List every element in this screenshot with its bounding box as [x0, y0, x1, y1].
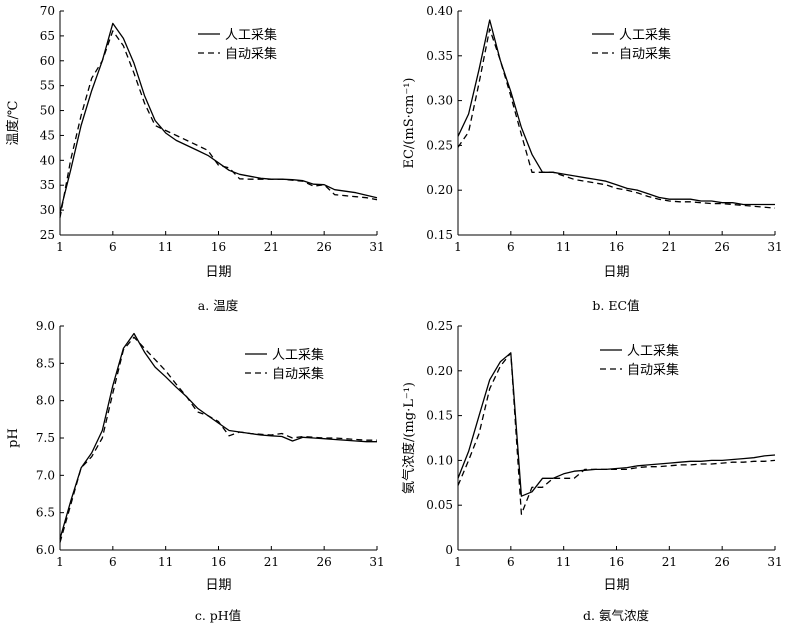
x-tick-label: 21: [662, 555, 677, 569]
x-tick-label: 11: [556, 555, 571, 569]
x-tick-label: 1: [454, 240, 462, 254]
y-tick-label: 50: [40, 104, 55, 118]
y-tick-label: 7.5: [36, 431, 55, 445]
legend-label: 人工采集: [225, 27, 277, 43]
y-tick-label: 0.20: [426, 183, 453, 197]
x-tick-label: 6: [109, 240, 117, 254]
x-tick-label: 1: [56, 555, 64, 569]
x-tick-label: 16: [211, 555, 226, 569]
x-axis-title: 日期: [603, 265, 629, 280]
series-line-auto: [59, 30, 378, 218]
y-tick-label: 0.05: [426, 498, 453, 512]
x-tick-label: 21: [264, 240, 279, 254]
series-line-auto: [457, 28, 776, 209]
legend-label: 自动采集: [225, 46, 277, 62]
chart-panel-d: 00.050.100.150.200.251 6 11 16 21 26 31日期氨气浓度/…: [401, 319, 783, 623]
y-tick-label: 0.25: [426, 138, 453, 152]
x-tick-label: 21: [662, 240, 677, 254]
panel-caption: a. 温度: [198, 298, 239, 313]
y-tick-label: 0.35: [426, 49, 453, 63]
y-axis-title: pH: [6, 428, 21, 448]
y-tick-label: 40: [40, 153, 55, 167]
panel-caption: d. 氨气浓度: [583, 608, 649, 623]
y-tick-label: 65: [40, 29, 55, 43]
chart-panel-c: 6.06.57.07.58.08.59.01 6 11 16 21 26 31日期pH人工采…: [6, 319, 385, 623]
x-tick-label: 11: [158, 555, 173, 569]
y-axis-title: 温度/℃: [5, 101, 21, 146]
y-tick-label: 7.0: [36, 468, 55, 482]
x-tick-label: 6: [507, 240, 515, 254]
y-axis-title: 氨气浓度/(mg·L⁻¹): [401, 382, 417, 494]
x-tick-label: 31: [767, 240, 782, 254]
x-tick-label: 1: [454, 555, 462, 569]
x-tick-label: 16: [609, 240, 624, 254]
y-tick-label: 30: [40, 203, 55, 217]
y-tick-label: 55: [40, 79, 55, 93]
legend-label: 自动采集: [619, 46, 671, 62]
series-line-auto: [59, 336, 377, 543]
y-tick-label: 0.30: [426, 94, 453, 108]
legend-label: 人工采集: [272, 347, 324, 363]
panel-caption: b. EC值: [592, 298, 639, 313]
y-tick-label: 0.25: [426, 319, 453, 333]
x-tick-label: 26: [715, 555, 730, 569]
legend-label: 人工采集: [627, 343, 679, 359]
y-tick-label: 6.0: [36, 543, 55, 557]
x-tick-label: 31: [369, 555, 384, 569]
x-tick-label: 31: [767, 555, 782, 569]
y-tick-label: 8.5: [36, 356, 55, 370]
panel-caption: c. pH值: [195, 608, 241, 623]
x-tick-label: 31: [369, 240, 384, 254]
x-tick-label: 26: [317, 240, 332, 254]
series-line-manual: [59, 22, 378, 213]
y-tick-label: 0.15: [426, 228, 453, 242]
y-tick-label: 45: [40, 128, 55, 142]
x-tick-label: 16: [609, 555, 624, 569]
y-tick-label: 60: [40, 54, 55, 68]
y-tick-label: 6.5: [36, 506, 55, 520]
y-tick-label: 8.0: [36, 394, 55, 408]
y-tick-label: 35: [40, 178, 55, 192]
y-tick-label: 9.0: [36, 319, 55, 333]
x-tick-label: 11: [556, 240, 571, 254]
series-line-manual: [457, 352, 776, 497]
y-tick-label: 0.10: [426, 453, 453, 467]
x-tick-label: 16: [211, 240, 226, 254]
legend-label: 人工采集: [619, 27, 671, 43]
legend-label: 自动采集: [627, 362, 679, 378]
series-line-auto: [457, 352, 776, 515]
y-tick-label: 25: [40, 228, 55, 242]
series-line-manual: [457, 19, 775, 206]
x-tick-label: 26: [715, 240, 730, 254]
x-axis-title: 日期: [603, 578, 629, 593]
y-tick-label: 0.15: [426, 409, 453, 423]
x-tick-label: 1: [56, 240, 64, 254]
y-tick-label: 0.40: [426, 4, 453, 18]
x-tick-label: 11: [158, 240, 173, 254]
x-axis-title: 日期: [205, 578, 231, 593]
y-tick-label: 0: [445, 543, 453, 557]
legend-label: 自动采集: [272, 366, 324, 382]
series-line-manual: [59, 332, 377, 539]
x-axis-title: 日期: [205, 265, 231, 280]
y-axis-title: EC/(mS·cm⁻¹): [402, 77, 417, 168]
y-tick-label: 0.20: [426, 364, 453, 378]
x-tick-label: 6: [507, 555, 515, 569]
x-tick-label: 21: [264, 555, 279, 569]
x-tick-label: 6: [109, 555, 117, 569]
chart-panel-b: 0.150.200.250.300.350.401 6 11 16 21 26 31日期EC…: [402, 4, 783, 313]
y-tick-label: 70: [40, 4, 55, 18]
x-tick-label: 26: [317, 555, 332, 569]
